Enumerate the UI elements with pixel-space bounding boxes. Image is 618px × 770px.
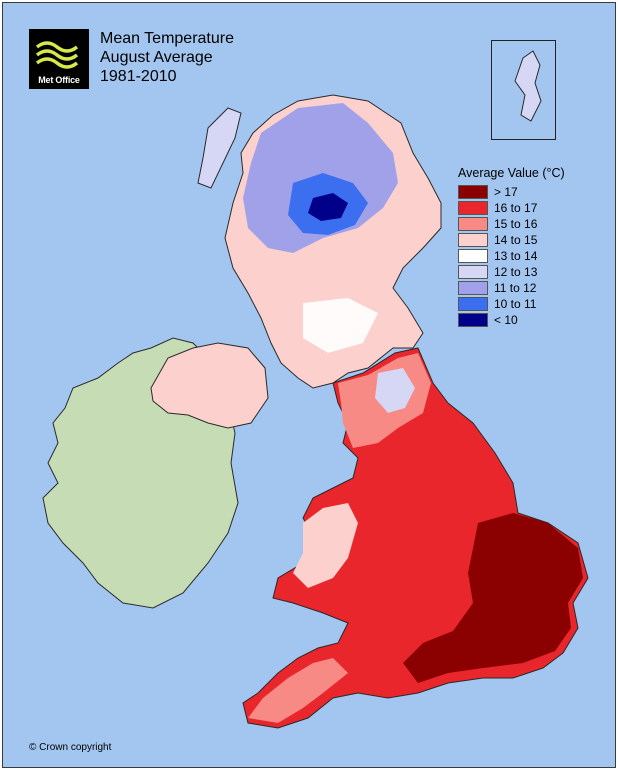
legend-swatch [458,233,488,247]
scotland-uplands-mild [303,298,378,353]
legend-label: 14 to 15 [494,233,538,247]
legend-label: 15 to 16 [494,217,538,231]
met-office-wave-icon [35,41,79,69]
legend-item: 15 to 16 [458,216,565,232]
legend-label: 11 to 12 [494,281,537,295]
legend-swatch [458,185,488,199]
legend-item: 10 to 11 [458,296,565,312]
map-title: Mean Temperature August Average 1981-201… [100,29,234,86]
legend-item: 14 to 15 [458,232,565,248]
legend-swatch [458,217,488,231]
met-office-logo: Met Office [29,29,89,89]
legend-item: > 17 [458,184,565,200]
legend-label: 16 to 17 [494,201,538,215]
western-isles [197,107,242,189]
legend-swatch [458,281,488,295]
legend-rows: > 17 16 to 17 15 to 16 14 to 15 13 to 14 12 t… [458,184,565,328]
wales-uplands [293,503,358,588]
legend-item: < 10 [458,312,565,328]
temperature-map [42,50,589,729]
legend-item: 12 to 13 [458,264,565,280]
title-line-1: Mean Temperature [100,30,234,47]
legend-item: 11 to 12 [458,280,565,296]
legend-label: < 10 [494,313,518,327]
southeast-warmest [403,513,583,683]
legend-swatch [458,249,488,263]
northern-ireland [150,342,269,429]
pennines-cool [375,368,415,413]
logo-text: Met Office [38,75,80,85]
shetland-islands [514,50,542,122]
southwest-peninsula [248,658,348,723]
scotland-peaks [308,193,348,221]
copyright-notice: © Crown copyright [29,742,112,753]
legend-item: 16 to 17 [458,200,565,216]
title-line-3: 1981-2010 [100,68,177,85]
legend-label: 12 to 13 [494,265,538,279]
shetland-inset-box [491,40,556,140]
legend-label: 10 to 11 [494,297,537,311]
legend-swatch [458,201,488,215]
legend-swatch [458,313,488,327]
legend-item: 13 to 14 [458,248,565,264]
legend: Average Value (°C) > 17 16 to 17 15 to 16 1… [458,166,565,328]
legend-label: 13 to 14 [494,249,538,263]
title-line-2: August Average [100,49,213,66]
legend-title: Average Value (°C) [458,166,565,180]
legend-swatch [458,265,488,279]
legend-label: > 17 [494,185,518,199]
legend-swatch [458,297,488,311]
